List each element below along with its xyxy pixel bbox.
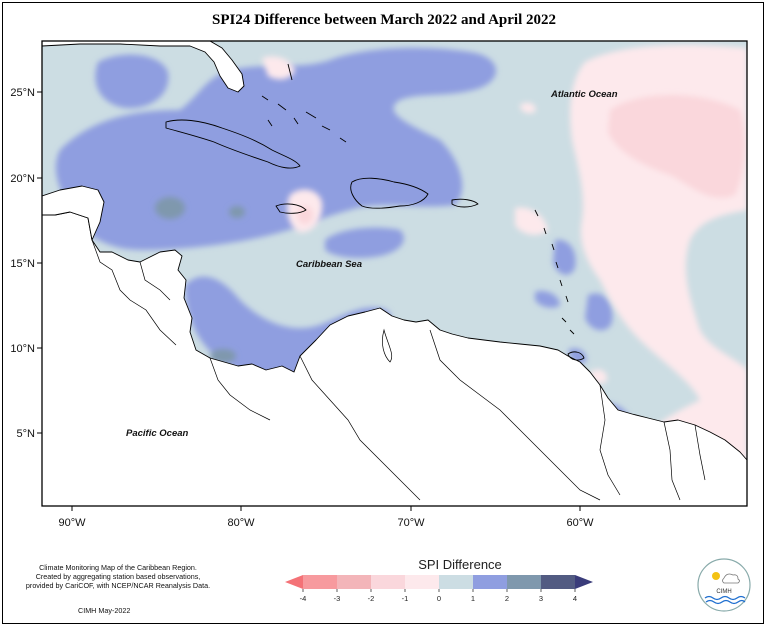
colorbar-tick-label: 3 [539, 594, 543, 603]
credit-text: Climate Monitoring Map of the Caribbean … [18, 563, 218, 590]
atlantic-ocean-label: Atlantic Ocean [550, 89, 618, 100]
colorbar-tick-label: 2 [505, 594, 509, 603]
colorbar-box [303, 575, 337, 589]
pacific-ocean-label: Pacific Ocean [126, 428, 189, 439]
country-borders [91, 239, 706, 501]
colorbar-box [507, 575, 541, 589]
lat-labels: 25°N 20°N 15°N 10°N 5°N [10, 87, 35, 440]
colorbar-arrow-high [575, 575, 593, 589]
yucatan [42, 185, 105, 241]
credit-line: Climate Monitoring Map of the Caribbean … [39, 563, 197, 572]
lat-tick-label: 20°N [10, 173, 35, 185]
map-title: SPI24 Difference between March 2022 and … [212, 12, 556, 28]
colorbar-boxes [285, 575, 593, 589]
puerto-rico [451, 198, 479, 208]
colorbar-arrow-low [285, 575, 303, 589]
trinidad [567, 351, 585, 361]
lon-tick-label: 80°W [227, 517, 255, 529]
lon-labels: 90°W 80°W 70°W 60°W [58, 517, 594, 529]
jamaica [275, 203, 307, 214]
florida [42, 41, 245, 93]
lon-tick-label: 70°W [397, 517, 425, 529]
colorbar-box [541, 575, 575, 589]
lon-tick-label: 90°W [58, 517, 86, 529]
colorbar-box [405, 575, 439, 589]
central-south-america [42, 211, 747, 506]
colorbar-box [439, 575, 473, 589]
colorbar-tick-label: -4 [300, 594, 307, 603]
caribbean-sea-label: Caribbean Sea [296, 259, 362, 270]
wave-icon [704, 595, 746, 605]
lat-tick-label: 25°N [10, 87, 35, 99]
bahamas [261, 63, 347, 143]
sun-icon [712, 572, 720, 580]
colorbar-ticks: -4 -3 -2 -1 0 1 2 3 4 [300, 589, 577, 603]
credit-line: provided by CariCOF, with NCEP/NCAR Rean… [25, 581, 211, 590]
credit-date: CIMH May-2022 [78, 606, 131, 615]
lat-tick-label: 10°N [10, 343, 35, 355]
logo-ring [697, 558, 751, 612]
cloud-icon [722, 573, 740, 584]
legend-title: SPI Difference [418, 557, 502, 572]
lat-tick-label: 15°N [10, 258, 35, 270]
colorbar-box [371, 575, 405, 589]
lon-tick-label: 60°W [566, 517, 594, 529]
region-labels: Atlantic Ocean Caribbean Sea Pacific Oce… [126, 89, 618, 439]
colorbar-box [473, 575, 507, 589]
colorbar-tick-label: 1 [471, 594, 475, 603]
cimh-logo: CIMH [697, 558, 751, 612]
map-border [41, 40, 748, 507]
colorbar-legend: -4 -3 -2 -1 0 1 2 3 4 [285, 575, 593, 603]
islands [165, 63, 585, 361]
land [42, 41, 747, 506]
axis-ticks [37, 91, 581, 511]
cuba [165, 119, 301, 169]
colorbar-tick-label: 4 [573, 594, 577, 603]
lat-tick-label: 5°N [17, 428, 36, 440]
map-field [42, 41, 747, 506]
colorbar-tick-label: -3 [334, 594, 341, 603]
logo-text: CIMH [716, 589, 731, 595]
hispaniola [350, 177, 429, 209]
colorbar-tick-label: -2 [368, 594, 375, 603]
colorbar-box [337, 575, 371, 589]
colorbar-tick-label: 0 [437, 594, 441, 603]
credit-line: Created by aggregating station based obs… [35, 572, 201, 581]
lesser-antilles [534, 209, 575, 335]
colorbar-tick-label: -1 [402, 594, 409, 603]
